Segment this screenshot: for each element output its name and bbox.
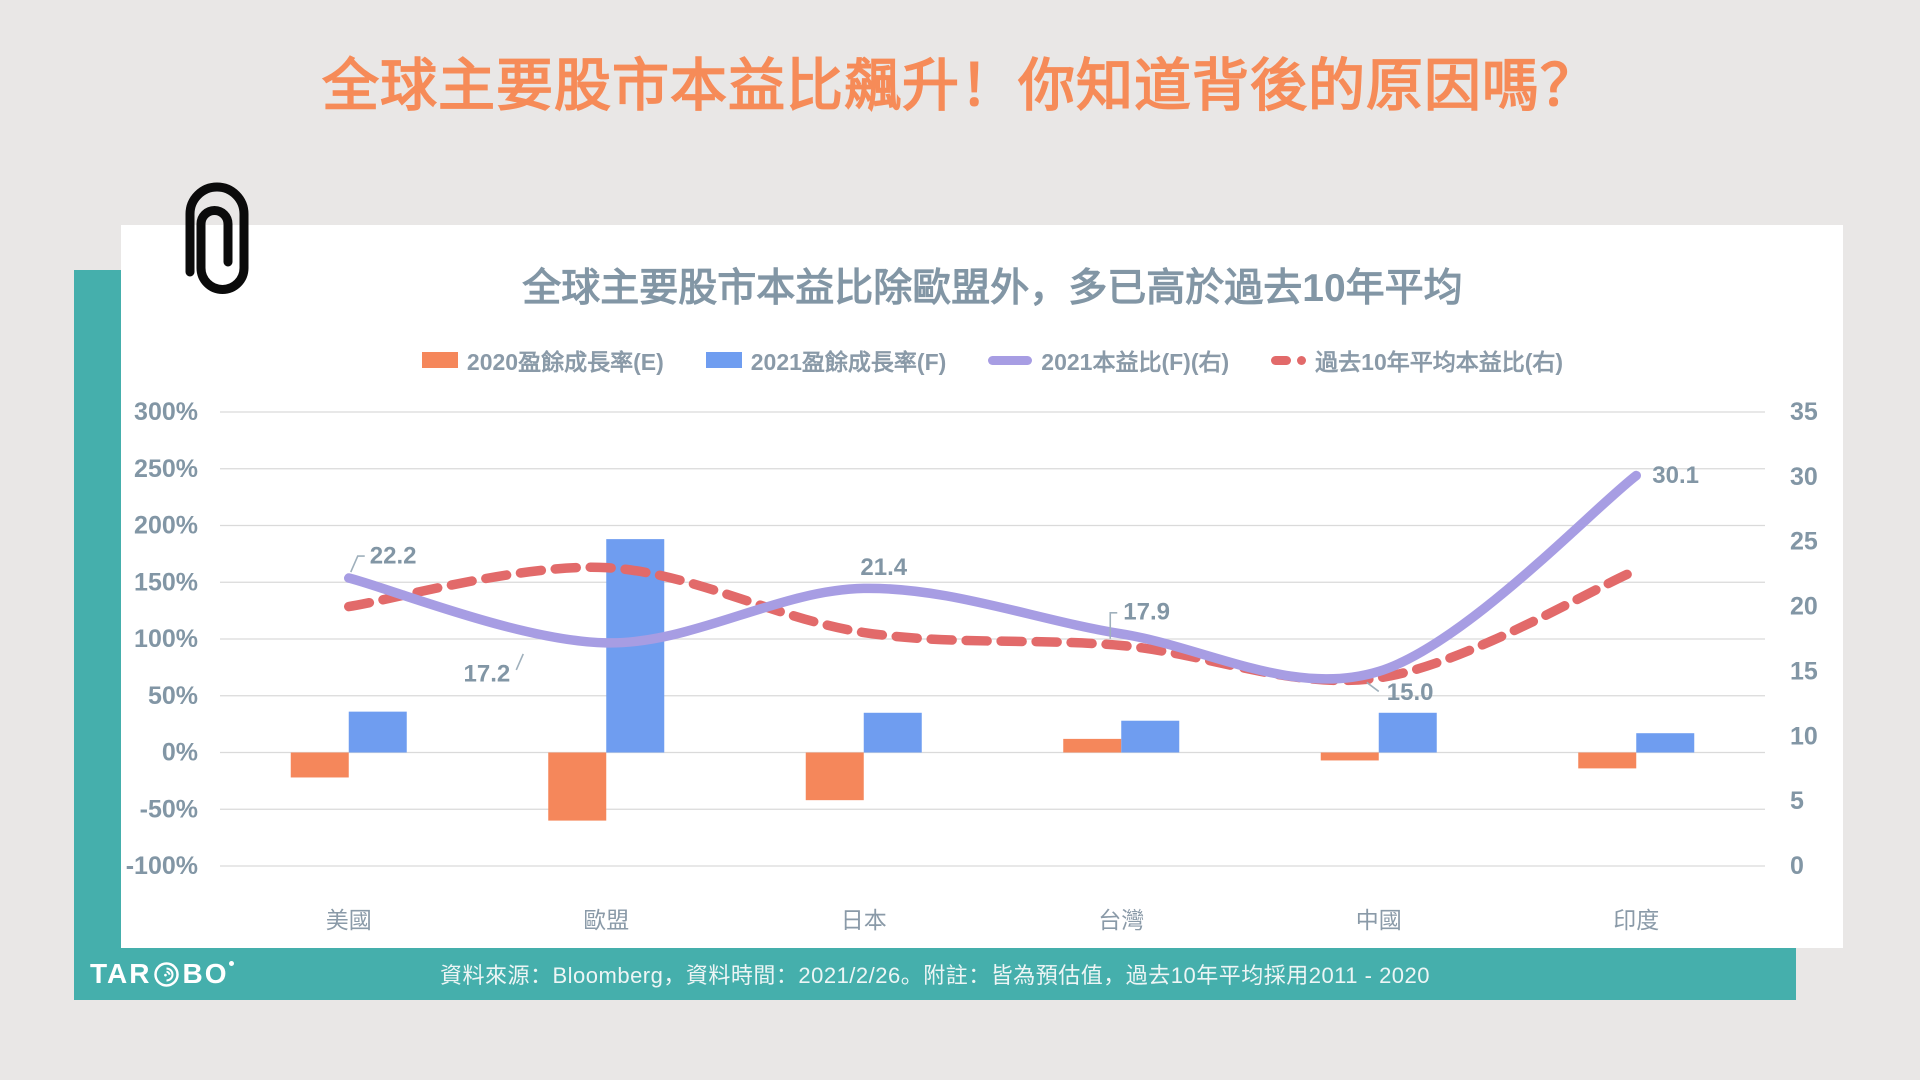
left-axis-tick: 300% — [134, 398, 198, 426]
category-label: 印度 — [1613, 907, 1659, 933]
point-label-leader — [1109, 612, 1118, 639]
left-axis-tick: 100% — [134, 625, 198, 653]
category-label: 美國 — [326, 907, 372, 933]
legend-swatch-2021-bar — [705, 352, 742, 368]
category-label: 日本 — [841, 907, 887, 933]
teal-accent-strip — [74, 270, 121, 1000]
pe-point-label: 30.1 — [1652, 462, 1699, 489]
point-label-leader — [1366, 681, 1380, 693]
source-note: 資料來源：Bloomberg，資料時間：2021/2/26。附註：皆為預估值，過… — [439, 963, 1431, 988]
chart-legend: 2020盈餘成長率(E) 2021盈餘成長率(F) 2021本益比(F)(右) … — [220, 343, 1765, 377]
legend-label-2021-pe: 2021本益比(F)(右) — [1041, 349, 1230, 375]
bar-2020盈餘成長率(E) — [1320, 752, 1379, 761]
category-label: 歐盟 — [583, 907, 629, 933]
pe-point-label: 22.2 — [370, 543, 417, 570]
bar-2020盈餘成長率(E) — [1578, 752, 1637, 769]
right-axis-tick: 5 — [1790, 787, 1804, 815]
right-axis-tick: 25 — [1790, 528, 1818, 556]
bar-2020盈餘成長率(E) — [1063, 738, 1122, 753]
pe-point-label: 17.2 — [464, 660, 511, 687]
left-axis-tick: 200% — [134, 512, 198, 540]
bar-2021盈餘成長率(F) — [1636, 733, 1695, 753]
bar-2021盈餘成長率(F) — [1121, 720, 1180, 753]
category-label: 台灣 — [1098, 907, 1144, 933]
right-axis-tick: 20 — [1790, 593, 1818, 621]
right-axis-tick: 0 — [1790, 852, 1804, 880]
legend-label-2020-growth: 2020盈餘成長率(E) — [466, 349, 664, 375]
legend-item-10y-avg-pe: 過去10年平均本益比(右) — [1271, 343, 1563, 377]
point-label-leader — [515, 653, 524, 671]
bar-2021盈餘成長率(F) — [348, 711, 407, 753]
pe-point-label: 17.9 — [1123, 598, 1170, 625]
paperclip-icon — [185, 182, 249, 294]
legend-swatch-pe-line — [988, 355, 1033, 365]
legend-swatch-2020-bar — [421, 352, 458, 368]
legend-dash-segment — [1271, 355, 1292, 365]
legend-item-2020-growth: 2020盈餘成長率(E) — [421, 343, 664, 377]
bar-2021盈餘成長率(F) — [1378, 712, 1437, 753]
logo-text-prefix: TAR — [90, 958, 152, 989]
legend-swatch-avg-pe-dash — [1271, 355, 1307, 365]
legend-label-2021-growth: 2021盈餘成長率(F) — [750, 349, 947, 375]
category-label: 中國 — [1356, 907, 1402, 933]
footer-bar: TAR BO 資料來源：Bloomberg，資料時間：2021/2/26。附註：… — [74, 948, 1796, 1000]
right-axis-tick: 15 — [1790, 657, 1818, 685]
right-axis-tick: 10 — [1790, 722, 1818, 750]
legend-dash-dot — [1297, 355, 1307, 365]
bar-2020盈餘成長率(E) — [548, 752, 607, 821]
bar-2020盈餘成長率(E) — [290, 752, 349, 778]
logo-text-suffix: BO — [182, 958, 229, 989]
bar-2020盈餘成長率(E) — [805, 752, 864, 801]
point-label-leader — [350, 555, 365, 573]
left-axis-tick: -100% — [126, 852, 198, 880]
chart-card: 全球主要股市本益比除歐盟外，多已高於過去10年平均 2020盈餘成長率(E) 2… — [121, 182, 1843, 948]
chart-title: 全球主要股市本益比除歐盟外，多已高於過去10年平均 — [522, 267, 1463, 310]
left-axis-tick: 0% — [162, 739, 198, 767]
line-2021本益比(F)(右) — [344, 470, 1641, 684]
left-axis-tick: 250% — [134, 455, 198, 483]
bar-2021盈餘成長率(F) — [863, 712, 922, 753]
page-title: 全球主要股市本益比飆升！你知道背後的原因嗎？ — [322, 54, 1598, 118]
logo-fingerprint-o-icon — [154, 961, 180, 987]
legend-item-2021-growth: 2021盈餘成長率(F) — [705, 343, 947, 377]
line-過去10年平均本益比(右) — [344, 562, 1641, 686]
left-axis-tick: -50% — [140, 795, 198, 823]
right-axis-tick: 35 — [1790, 398, 1818, 426]
tarobo-logo: TAR BO — [90, 948, 235, 1000]
combo-chart-plot: 300% 250% 200% 150% 100% 50% 0% -50% -100% 35 30 25… — [126, 398, 1818, 933]
left-axis-tick: 50% — [148, 682, 198, 710]
legend-label-10y-avg-pe: 過去10年平均本益比(右) — [1315, 349, 1564, 375]
left-axis-tick: 150% — [134, 568, 198, 596]
right-axis-tick: 30 — [1790, 463, 1818, 491]
pe-point-label: 21.4 — [860, 554, 907, 581]
logo-trademark-dot — [229, 961, 235, 966]
pe-point-label: 15.0 — [1387, 679, 1434, 706]
legend-item-2021-pe: 2021本益比(F)(右) — [988, 343, 1229, 377]
